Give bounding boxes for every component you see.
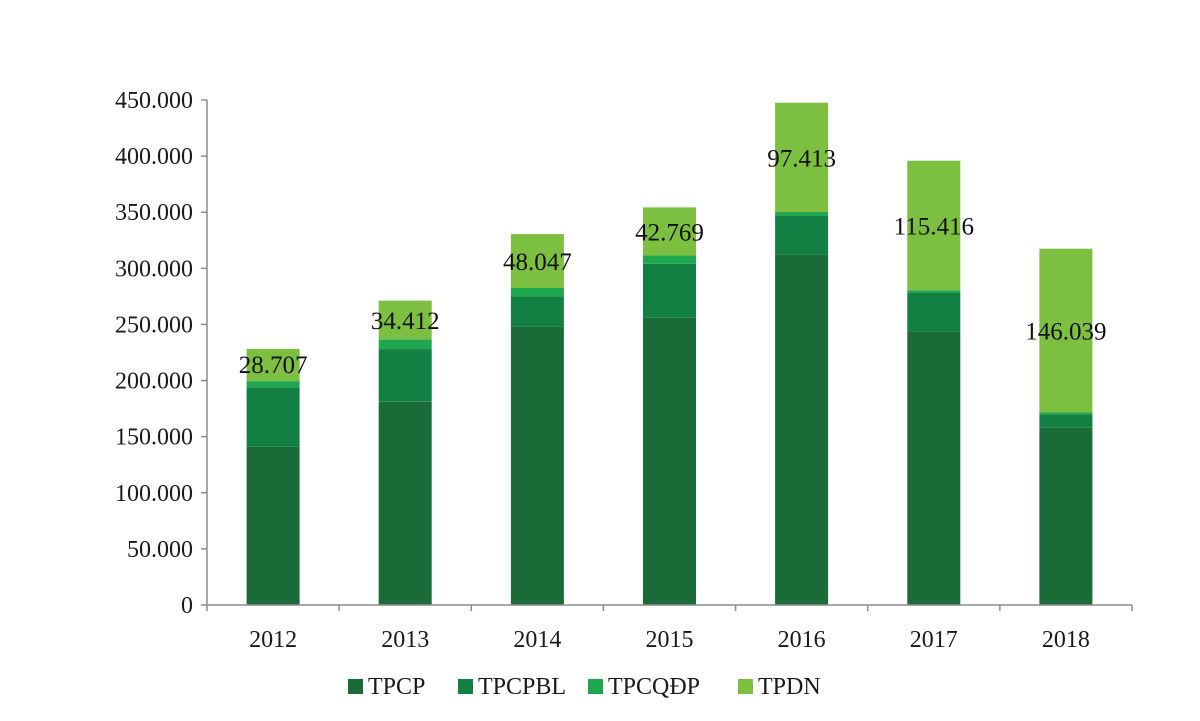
bar-tpcpbl-2012 <box>246 387 300 447</box>
bar-tpcqđp-2015 <box>643 255 696 264</box>
x-tick-label: 2016 <box>778 627 826 653</box>
axes: 0 50.000 100.000 150.000 200.000 250.000 300.0… <box>115 88 1133 653</box>
legend-item-tpdn: TPDN <box>738 674 821 700</box>
legend-item-tpcp: TPCP <box>348 674 425 700</box>
bar-tpcp-2012 <box>246 446 300 605</box>
data-label-tpdn-2015: 42.769 <box>635 219 704 246</box>
y-tick-label: 50.000 <box>127 537 193 563</box>
legend-item-tpcqđp: TPCQĐP <box>588 674 700 700</box>
legend-swatch <box>738 679 753 694</box>
y-tick-label: 350.000 <box>115 200 193 226</box>
bar-tpcqđp-2018 <box>1039 412 1093 415</box>
bar-tpcp-2017 <box>907 331 961 605</box>
legend-label: TPCP <box>368 674 425 700</box>
x-tick-label: 2012 <box>249 627 297 653</box>
bar-tpcqđp-2016 <box>775 212 829 216</box>
bar-tpcqđp-2012 <box>246 381 300 388</box>
bar-tpdn-2012 <box>246 348 300 382</box>
legend-label: TPCQĐP <box>608 674 700 700</box>
legend-label: TPDN <box>758 674 821 700</box>
bar-tpdn-2014 <box>510 234 564 288</box>
bar-tpdn-2016 <box>775 102 829 212</box>
bar-tpdn-2018 <box>1039 248 1093 413</box>
bar-tpcp-2014 <box>510 326 564 605</box>
bar-tpcpbl-2014 <box>510 296 564 327</box>
bar-tpcpbl-2017 <box>907 293 961 332</box>
legend-swatch <box>458 679 473 694</box>
bar-tpcpbl-2013 <box>378 349 432 402</box>
y-tick-label: 300.000 <box>115 256 193 282</box>
y-tick-label: 450.000 <box>115 88 193 114</box>
plot-area <box>246 102 1093 605</box>
data-label-tpdn-2014: 48.047 <box>503 249 572 276</box>
data-label-tpdn-2018: 146.039 <box>1025 319 1106 346</box>
y-tick-label: 200.000 <box>115 369 193 395</box>
bar-tpcpbl-2018 <box>1039 414 1093 428</box>
x-tick-label: 2013 <box>381 627 429 653</box>
bar-tpdn-2017 <box>907 160 961 291</box>
bar-tpcqđp-2013 <box>378 339 432 350</box>
bar-tpcp-2013 <box>378 401 432 605</box>
x-tick-label: 2018 <box>1042 627 1090 653</box>
data-label-tpdn-2012: 28.707 <box>239 352 308 379</box>
y-tick-label: 100.000 <box>115 481 193 507</box>
legend-swatch <box>588 679 603 694</box>
data-label-tpdn-2017: 115.416 <box>894 214 974 241</box>
y-tick-label: 250.000 <box>115 312 193 338</box>
bar-tpcpbl-2015 <box>643 263 696 318</box>
bar-tpcqđp-2017 <box>907 290 961 293</box>
x-tick-label: 2015 <box>646 627 694 653</box>
bar-tpcp-2018 <box>1039 427 1093 605</box>
y-tick-label: 400.000 <box>115 144 193 170</box>
legend: TPCP TPCPBL TPCQĐP TPDN <box>348 674 821 700</box>
legend-item-tpcpbl: TPCPBL <box>458 674 566 700</box>
data-label-tpdn-2013: 34.412 <box>371 308 440 335</box>
y-tick-label: 150.000 <box>115 425 193 451</box>
data-labels: 28.707 34.412 48.047 42.769 97.413 115.416 146… <box>239 145 1107 379</box>
bar-tpcqđp-2014 <box>510 288 564 297</box>
x-tick-label: 2017 <box>910 627 958 653</box>
data-label-tpdn-2016: 97.413 <box>767 145 836 172</box>
bar-tpdn-2013 <box>378 300 432 340</box>
y-tick-label: 0 <box>181 593 193 619</box>
x-tick-label: 2014 <box>513 627 561 653</box>
bar-tpdn-2015 <box>643 207 696 256</box>
bar-tpcpbl-2016 <box>775 215 829 255</box>
legend-label: TPCPBL <box>478 674 566 700</box>
legend-swatch <box>348 679 363 694</box>
bar-tpcp-2015 <box>643 317 696 605</box>
bar-tpcp-2016 <box>775 254 829 605</box>
